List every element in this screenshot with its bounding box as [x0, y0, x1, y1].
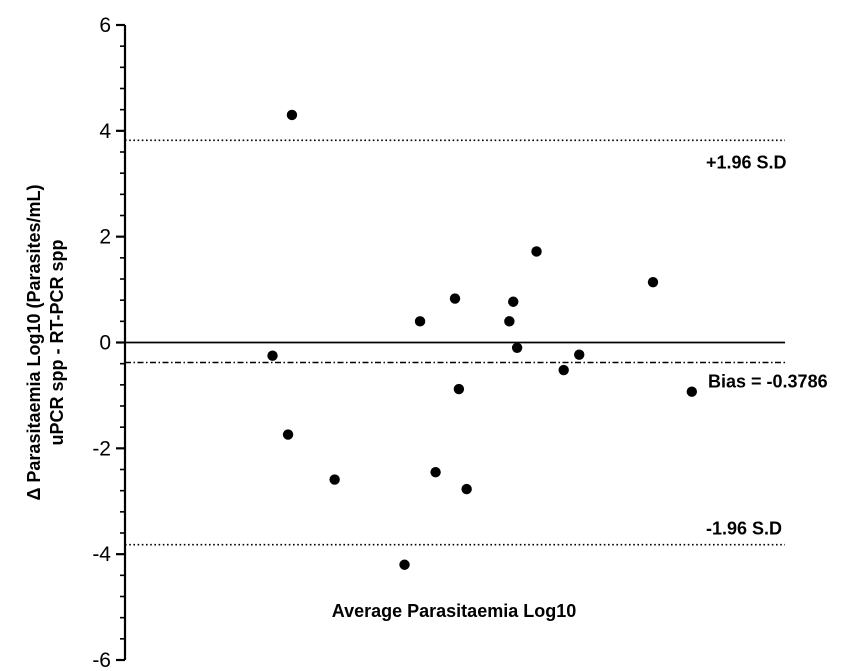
data-point — [574, 349, 585, 360]
data-point — [558, 364, 569, 376]
data-point — [511, 342, 523, 353]
y-tick-label: 6 — [99, 14, 111, 37]
data-point — [267, 350, 278, 361]
data-point — [329, 474, 340, 485]
data-point — [531, 246, 542, 257]
y-tick-label: -2 — [92, 437, 111, 460]
y-tick-label: 4 — [99, 120, 111, 143]
data-point — [430, 466, 441, 478]
annotations: +1.96 S.D Bias = -0.3786 -1.96 S.D Average … — [332, 152, 828, 621]
y-axis-title-line-1: Δ Parasitaemia Log10 (Parasites/mL) — [24, 184, 44, 500]
data-point — [508, 296, 519, 307]
x-axis-title: Average Parasitaemia Log10 — [332, 601, 576, 621]
data-point — [504, 316, 515, 327]
data-point — [461, 483, 472, 495]
data-point — [686, 386, 698, 397]
annotation-lower_loa: -1.96 S.D — [706, 519, 782, 539]
y-axis: 6 4 2 0 -2 -4 -6 Δ Parasitaemia Log10 (Parasite… — [24, 14, 127, 671]
data-point — [286, 109, 298, 121]
annotation-upper_loa: +1.96 S.D — [706, 152, 787, 172]
data-point — [647, 276, 659, 288]
y-axis-title-line-2: uPCR spp - RT-PCR spp — [47, 239, 67, 445]
y-tick-label: 2 — [99, 226, 111, 249]
data-point — [449, 293, 461, 304]
data-point — [282, 429, 294, 440]
data-point — [453, 383, 465, 395]
y-tick-label: -6 — [92, 649, 111, 671]
data-point — [399, 559, 410, 570]
y-tick-label: 0 — [99, 332, 111, 355]
reference-lines — [125, 139, 785, 546]
annotation-bias: Bias = -0.3786 — [708, 372, 828, 392]
data-points — [267, 109, 698, 570]
data-point — [414, 316, 426, 327]
y-tick-label: -4 — [92, 543, 111, 566]
